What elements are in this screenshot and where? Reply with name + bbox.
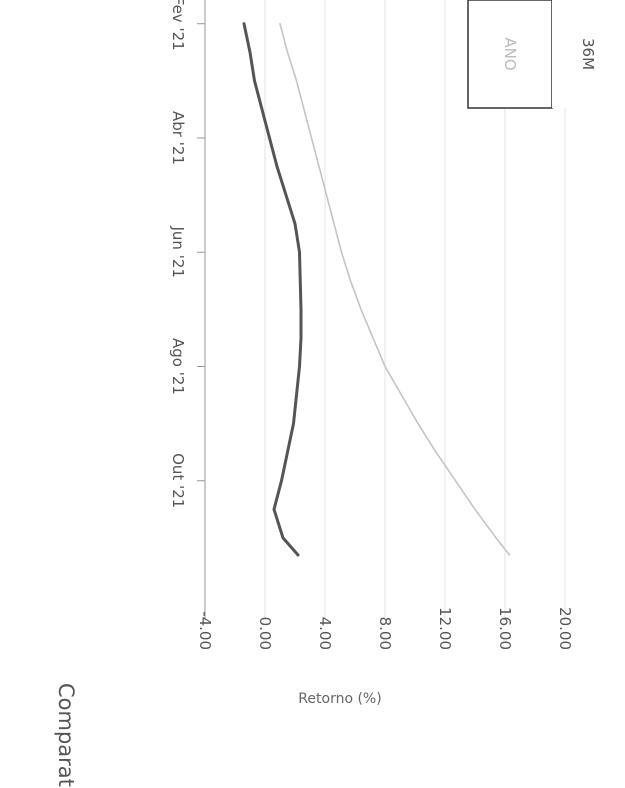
series-layer: [242, 22, 511, 557]
x-tick-label: Abr '21: [169, 111, 187, 165]
y-tick-label: 8.00: [376, 617, 394, 650]
chart-title: Comparativo: [54, 683, 78, 788]
36m-button-label: 36M: [579, 38, 597, 70]
y-tick-label: 12.00: [436, 607, 454, 650]
y-axis-label: Retorno (%): [298, 691, 381, 707]
x-tick-label: Fev '21: [169, 0, 187, 51]
series-line-2: [242, 22, 303, 557]
x-tick-label: Out '21: [169, 453, 187, 508]
y-tick-label: 4.00: [316, 617, 334, 650]
36m-button[interactable]: 36M: [552, 0, 625, 108]
y-tick-label: 16.00: [496, 607, 514, 650]
y-tick-label: -4.00: [196, 611, 214, 650]
x-tick-label: Ago '21: [169, 338, 187, 395]
series-line-1: [279, 22, 511, 556]
x-tick-label: Jun '21: [169, 226, 187, 278]
y-tick-label: 0.00: [256, 617, 274, 650]
x-axis: [197, 0, 206, 620]
y-tick-label: 20.00: [556, 607, 574, 650]
ano-button[interactable]: ANO: [467, 0, 553, 109]
ano-button-label: ANO: [501, 37, 519, 70]
tick-labels: -4.00 0.00 4.00 8.00 12.00 16.00 20.00 Fev '21 A…: [169, 0, 574, 650]
